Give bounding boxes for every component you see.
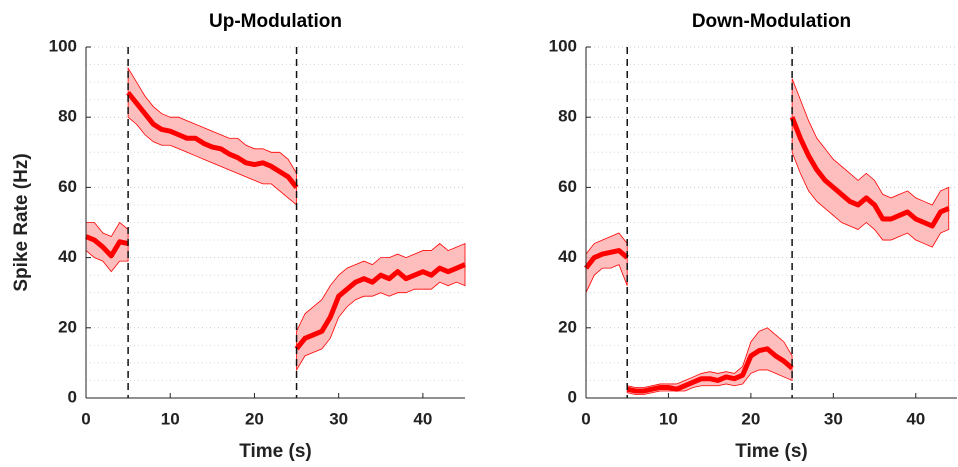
x-axis-label: Time (s) [239, 441, 312, 462]
y-tick-label: 40 [58, 247, 77, 266]
y-axis-label: Spike Rate (Hz) [11, 153, 32, 291]
x-tick-label: 10 [659, 409, 678, 428]
x-tick-label: 0 [81, 409, 90, 428]
mean-line [584, 248, 629, 270]
x-tick-label: 40 [413, 409, 432, 428]
mean-line [85, 234, 129, 259]
mean-line [789, 116, 950, 229]
x-tick-label: 40 [906, 409, 925, 428]
y-tick-label: 100 [549, 36, 577, 55]
error-band [127, 66, 297, 206]
x-axis-label: Time (s) [735, 441, 808, 462]
y-tick-label: 60 [58, 177, 77, 196]
mean-line [294, 262, 466, 351]
mean-line [126, 91, 299, 189]
x-tick-label: 10 [161, 409, 180, 428]
y-tick-label: 100 [49, 36, 77, 55]
x-tick-label: 20 [741, 409, 760, 428]
error-band [296, 242, 466, 372]
x-tick-label: 30 [329, 409, 348, 428]
x-tick-label: 30 [824, 409, 843, 428]
y-tick-label: 80 [558, 107, 577, 126]
y-tick-label: 40 [558, 247, 577, 266]
y-tick-label: 0 [568, 387, 577, 406]
mean-line [626, 346, 794, 394]
error-band [585, 232, 628, 293]
y-tick-label: 20 [58, 317, 77, 336]
x-tick-label: 0 [581, 409, 590, 428]
chart-title: Down-Modulation [692, 11, 851, 32]
error-band [791, 78, 950, 248]
x-tick-label: 20 [245, 409, 264, 428]
y-tick-label: 0 [68, 387, 77, 406]
error-band [626, 327, 793, 395]
subplot: 0 20 40 60 80 100 0 10 20 30 40 Up-Modulation Time (… [11, 11, 466, 462]
error-band [85, 221, 129, 273]
y-tick-label: 60 [558, 177, 577, 196]
subplot: 0 20 40 60 80 100 0 10 20 30 40 Down-Modulation Time… [549, 11, 957, 462]
chart-title: Up-Modulation [209, 11, 342, 32]
y-tick-label: 20 [558, 317, 577, 336]
y-tick-label: 80 [58, 107, 77, 126]
